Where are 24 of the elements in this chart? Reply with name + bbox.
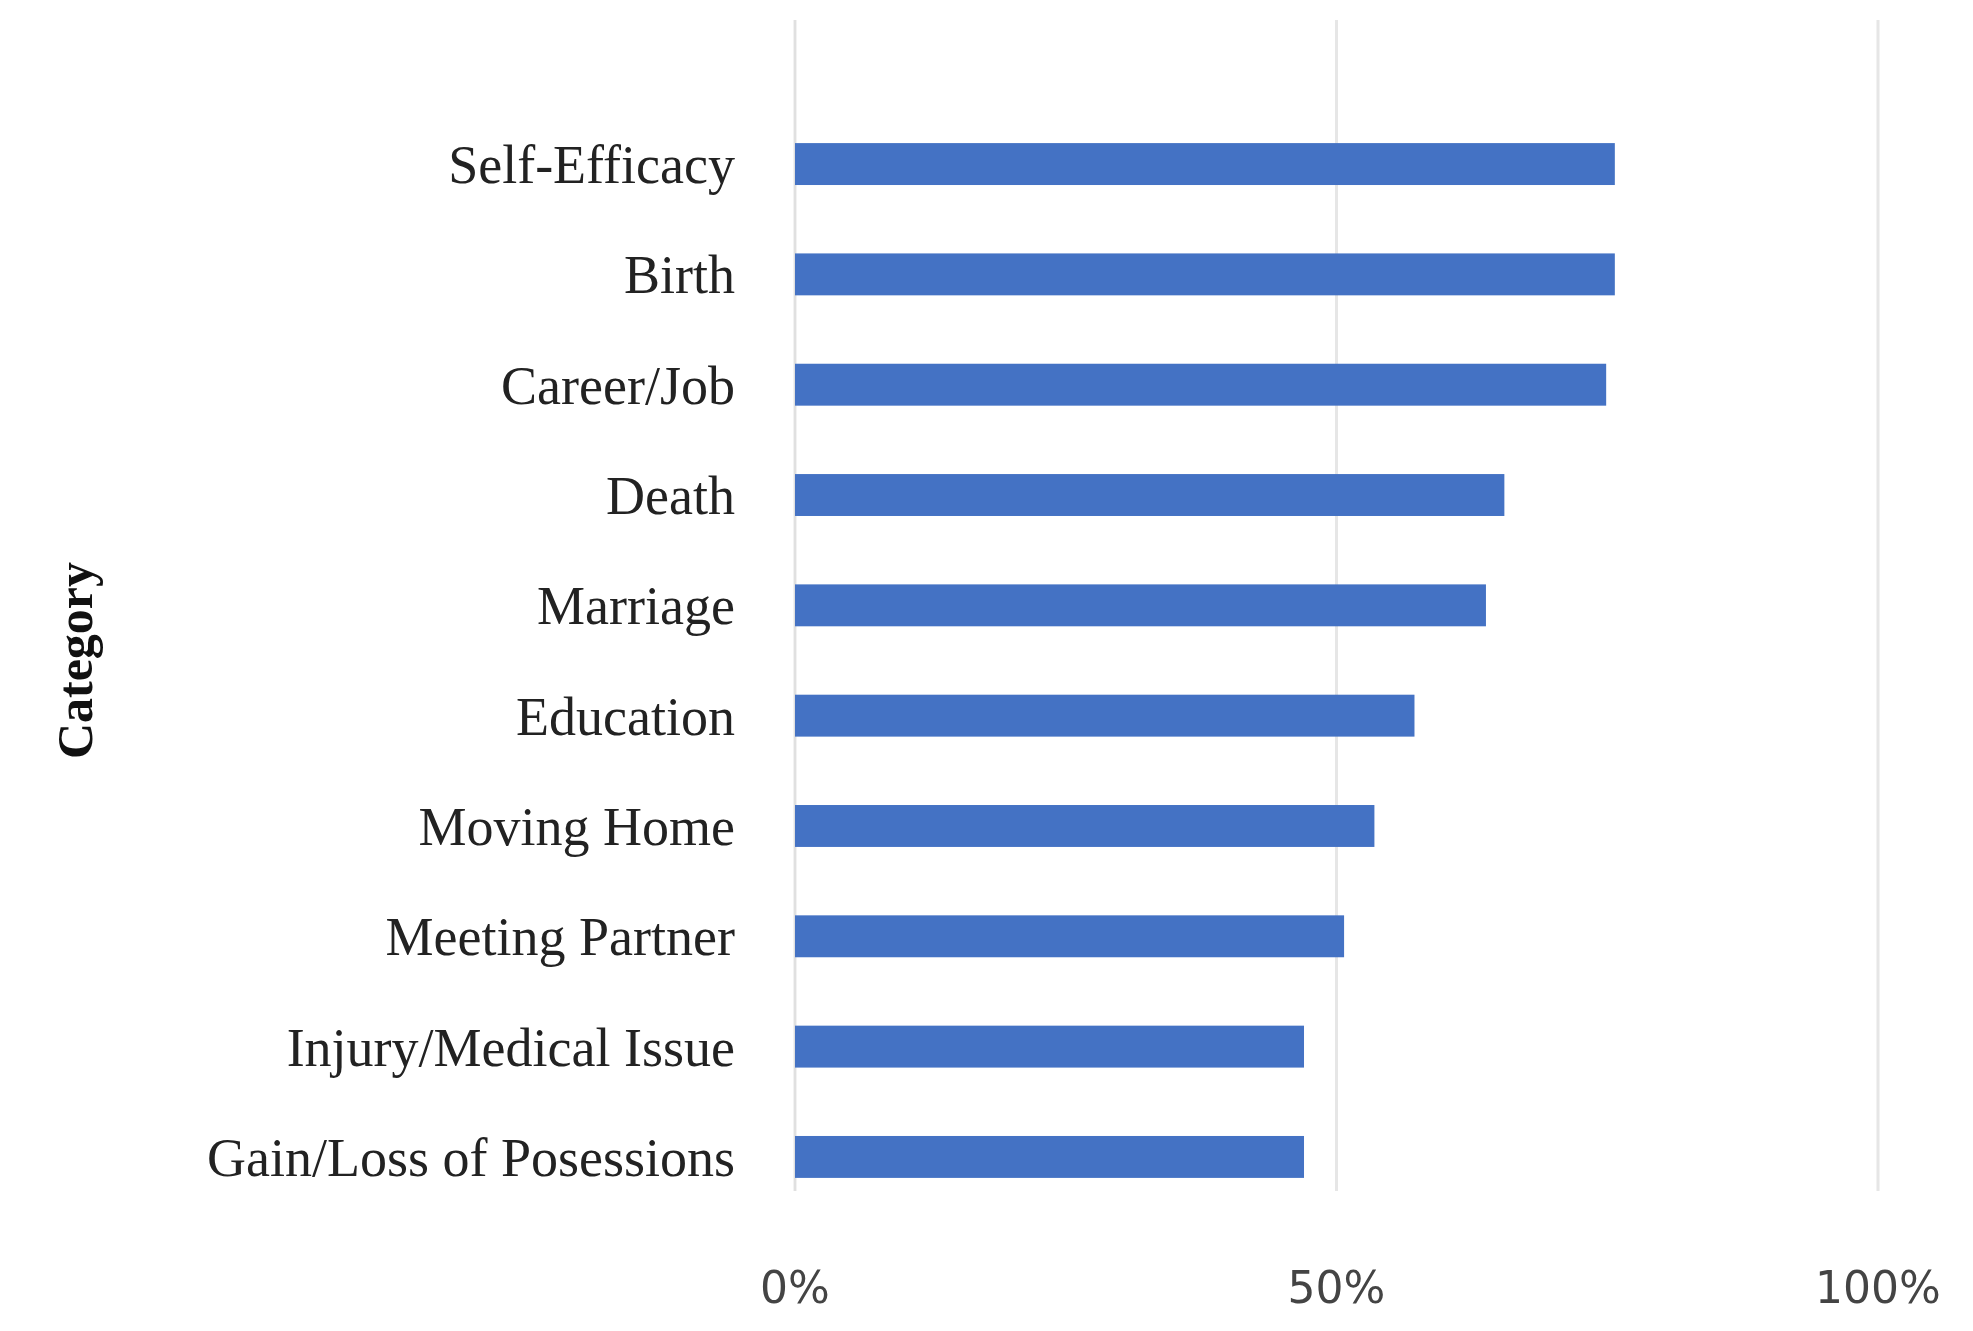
x-tick-label: 100% bbox=[1815, 1262, 1941, 1313]
bar bbox=[795, 1135, 1305, 1178]
x-tick-label: 50% bbox=[1287, 1262, 1386, 1313]
y-tick-label: Death bbox=[606, 465, 735, 526]
bar bbox=[795, 1025, 1305, 1068]
y-tick-label: Gain/Loss of Posessions bbox=[206, 1127, 735, 1188]
y-tick-label: Birth bbox=[623, 245, 735, 306]
y-tick-label: Meeting Partner bbox=[385, 907, 735, 968]
y-tick-label: Career/Job bbox=[501, 355, 735, 416]
bar bbox=[795, 143, 1615, 186]
bar bbox=[795, 694, 1415, 737]
bar bbox=[795, 253, 1615, 296]
y-tick-label: Moving Home bbox=[418, 796, 735, 857]
bar bbox=[795, 584, 1486, 627]
bar bbox=[795, 915, 1345, 958]
bar bbox=[795, 363, 1607, 406]
bar bbox=[795, 805, 1375, 847]
y-tick-label: Education bbox=[516, 686, 735, 747]
x-tick-label: 0% bbox=[760, 1262, 830, 1313]
bar bbox=[795, 474, 1505, 516]
y-tick-label: Self-Efficacy bbox=[448, 134, 735, 195]
y-tick-label: Marriage bbox=[537, 576, 735, 637]
y-axis-title: Category bbox=[47, 561, 103, 760]
y-tick-label: Injury/Medical Issue bbox=[286, 1017, 735, 1078]
